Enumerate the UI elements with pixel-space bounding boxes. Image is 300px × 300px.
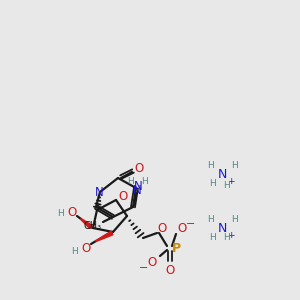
Text: O: O (81, 242, 91, 256)
Text: −: − (139, 263, 149, 273)
Text: O: O (147, 256, 157, 269)
Text: O: O (158, 221, 166, 235)
Text: O: O (68, 206, 76, 220)
Text: H: H (127, 176, 134, 185)
Text: H: H (231, 161, 237, 170)
Polygon shape (96, 231, 113, 242)
Text: O: O (118, 190, 127, 203)
Text: N: N (133, 184, 141, 196)
Text: H: H (223, 181, 230, 190)
Text: O: O (165, 263, 175, 277)
Text: H: H (72, 248, 78, 256)
Text: O: O (177, 221, 187, 235)
Text: H: H (141, 176, 147, 185)
Text: P: P (171, 242, 181, 256)
Text: +: + (227, 178, 235, 187)
Text: CH₃: CH₃ (84, 221, 102, 231)
Polygon shape (81, 219, 92, 229)
Text: N: N (134, 181, 142, 194)
Text: H: H (208, 179, 215, 188)
Text: H: H (208, 232, 215, 242)
Text: N: N (217, 221, 227, 235)
Text: H: H (231, 214, 237, 224)
Text: H: H (207, 214, 213, 224)
Text: H: H (58, 208, 64, 217)
Text: +: + (227, 230, 235, 239)
Text: O: O (134, 161, 144, 175)
Text: H: H (207, 161, 213, 170)
Text: H: H (223, 233, 230, 242)
Text: N: N (94, 187, 103, 200)
Text: −: − (186, 219, 196, 229)
Text: N: N (217, 169, 227, 182)
